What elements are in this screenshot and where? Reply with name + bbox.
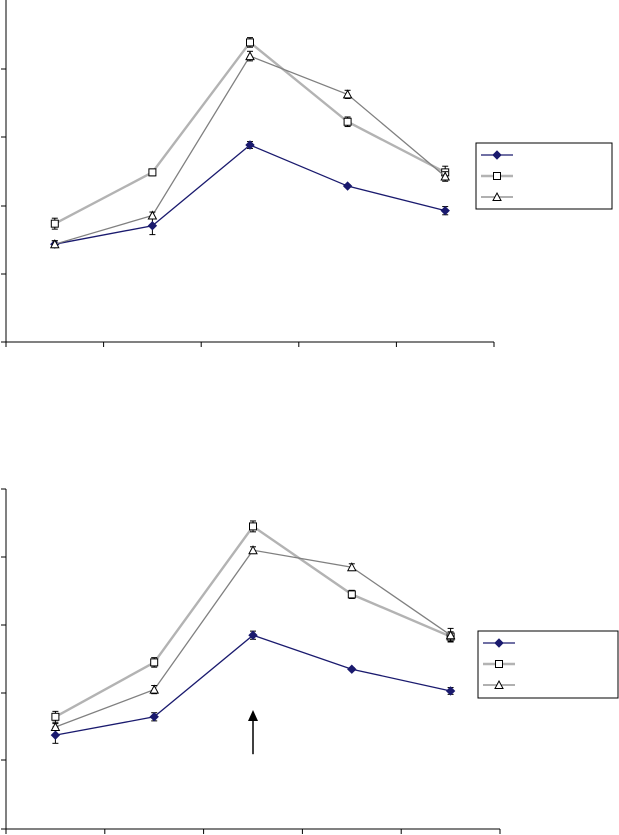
data-point-1 (248, 630, 258, 640)
legend-marker-1 (494, 638, 504, 648)
data-point-1 (149, 712, 159, 722)
data-point-1 (147, 221, 158, 231)
data-point-2 (347, 590, 356, 599)
data-point-2 (246, 38, 254, 47)
data-point-3 (248, 545, 258, 555)
data-point-1 (245, 140, 255, 150)
data-point-1 (445, 686, 456, 696)
legend-marker-3 (492, 191, 502, 201)
data-point-2 (50, 219, 59, 228)
data-point-2 (343, 117, 352, 126)
data-point-3 (342, 89, 353, 99)
data-point-3 (147, 210, 158, 220)
line-chart-top (1, 0, 613, 347)
data-point-1 (342, 181, 353, 191)
data-point-3 (149, 684, 160, 694)
data-point-1 (347, 664, 357, 674)
legend-marker-2 (493, 172, 501, 180)
data-point-3 (50, 721, 61, 731)
data-point-2 (249, 522, 257, 531)
data-point-3 (245, 51, 255, 61)
legend-marker-3 (494, 679, 504, 689)
series-line-3 (54, 55, 446, 245)
arrow-head (248, 710, 258, 721)
legend-marker-2 (495, 660, 503, 668)
data-point-2 (148, 168, 157, 177)
data-point-3 (49, 239, 60, 249)
data-point-2 (51, 712, 60, 721)
data-point-3 (445, 630, 456, 640)
data-point-3 (346, 562, 357, 572)
series-line-2 (54, 524, 452, 718)
legend-marker-1 (492, 150, 502, 160)
data-point-1 (50, 730, 61, 740)
series-line-1 (54, 144, 446, 245)
data-point-1 (440, 205, 450, 216)
data-point-2 (150, 658, 159, 667)
data-point-3 (440, 171, 451, 181)
line-chart-bottom (1, 488, 619, 834)
